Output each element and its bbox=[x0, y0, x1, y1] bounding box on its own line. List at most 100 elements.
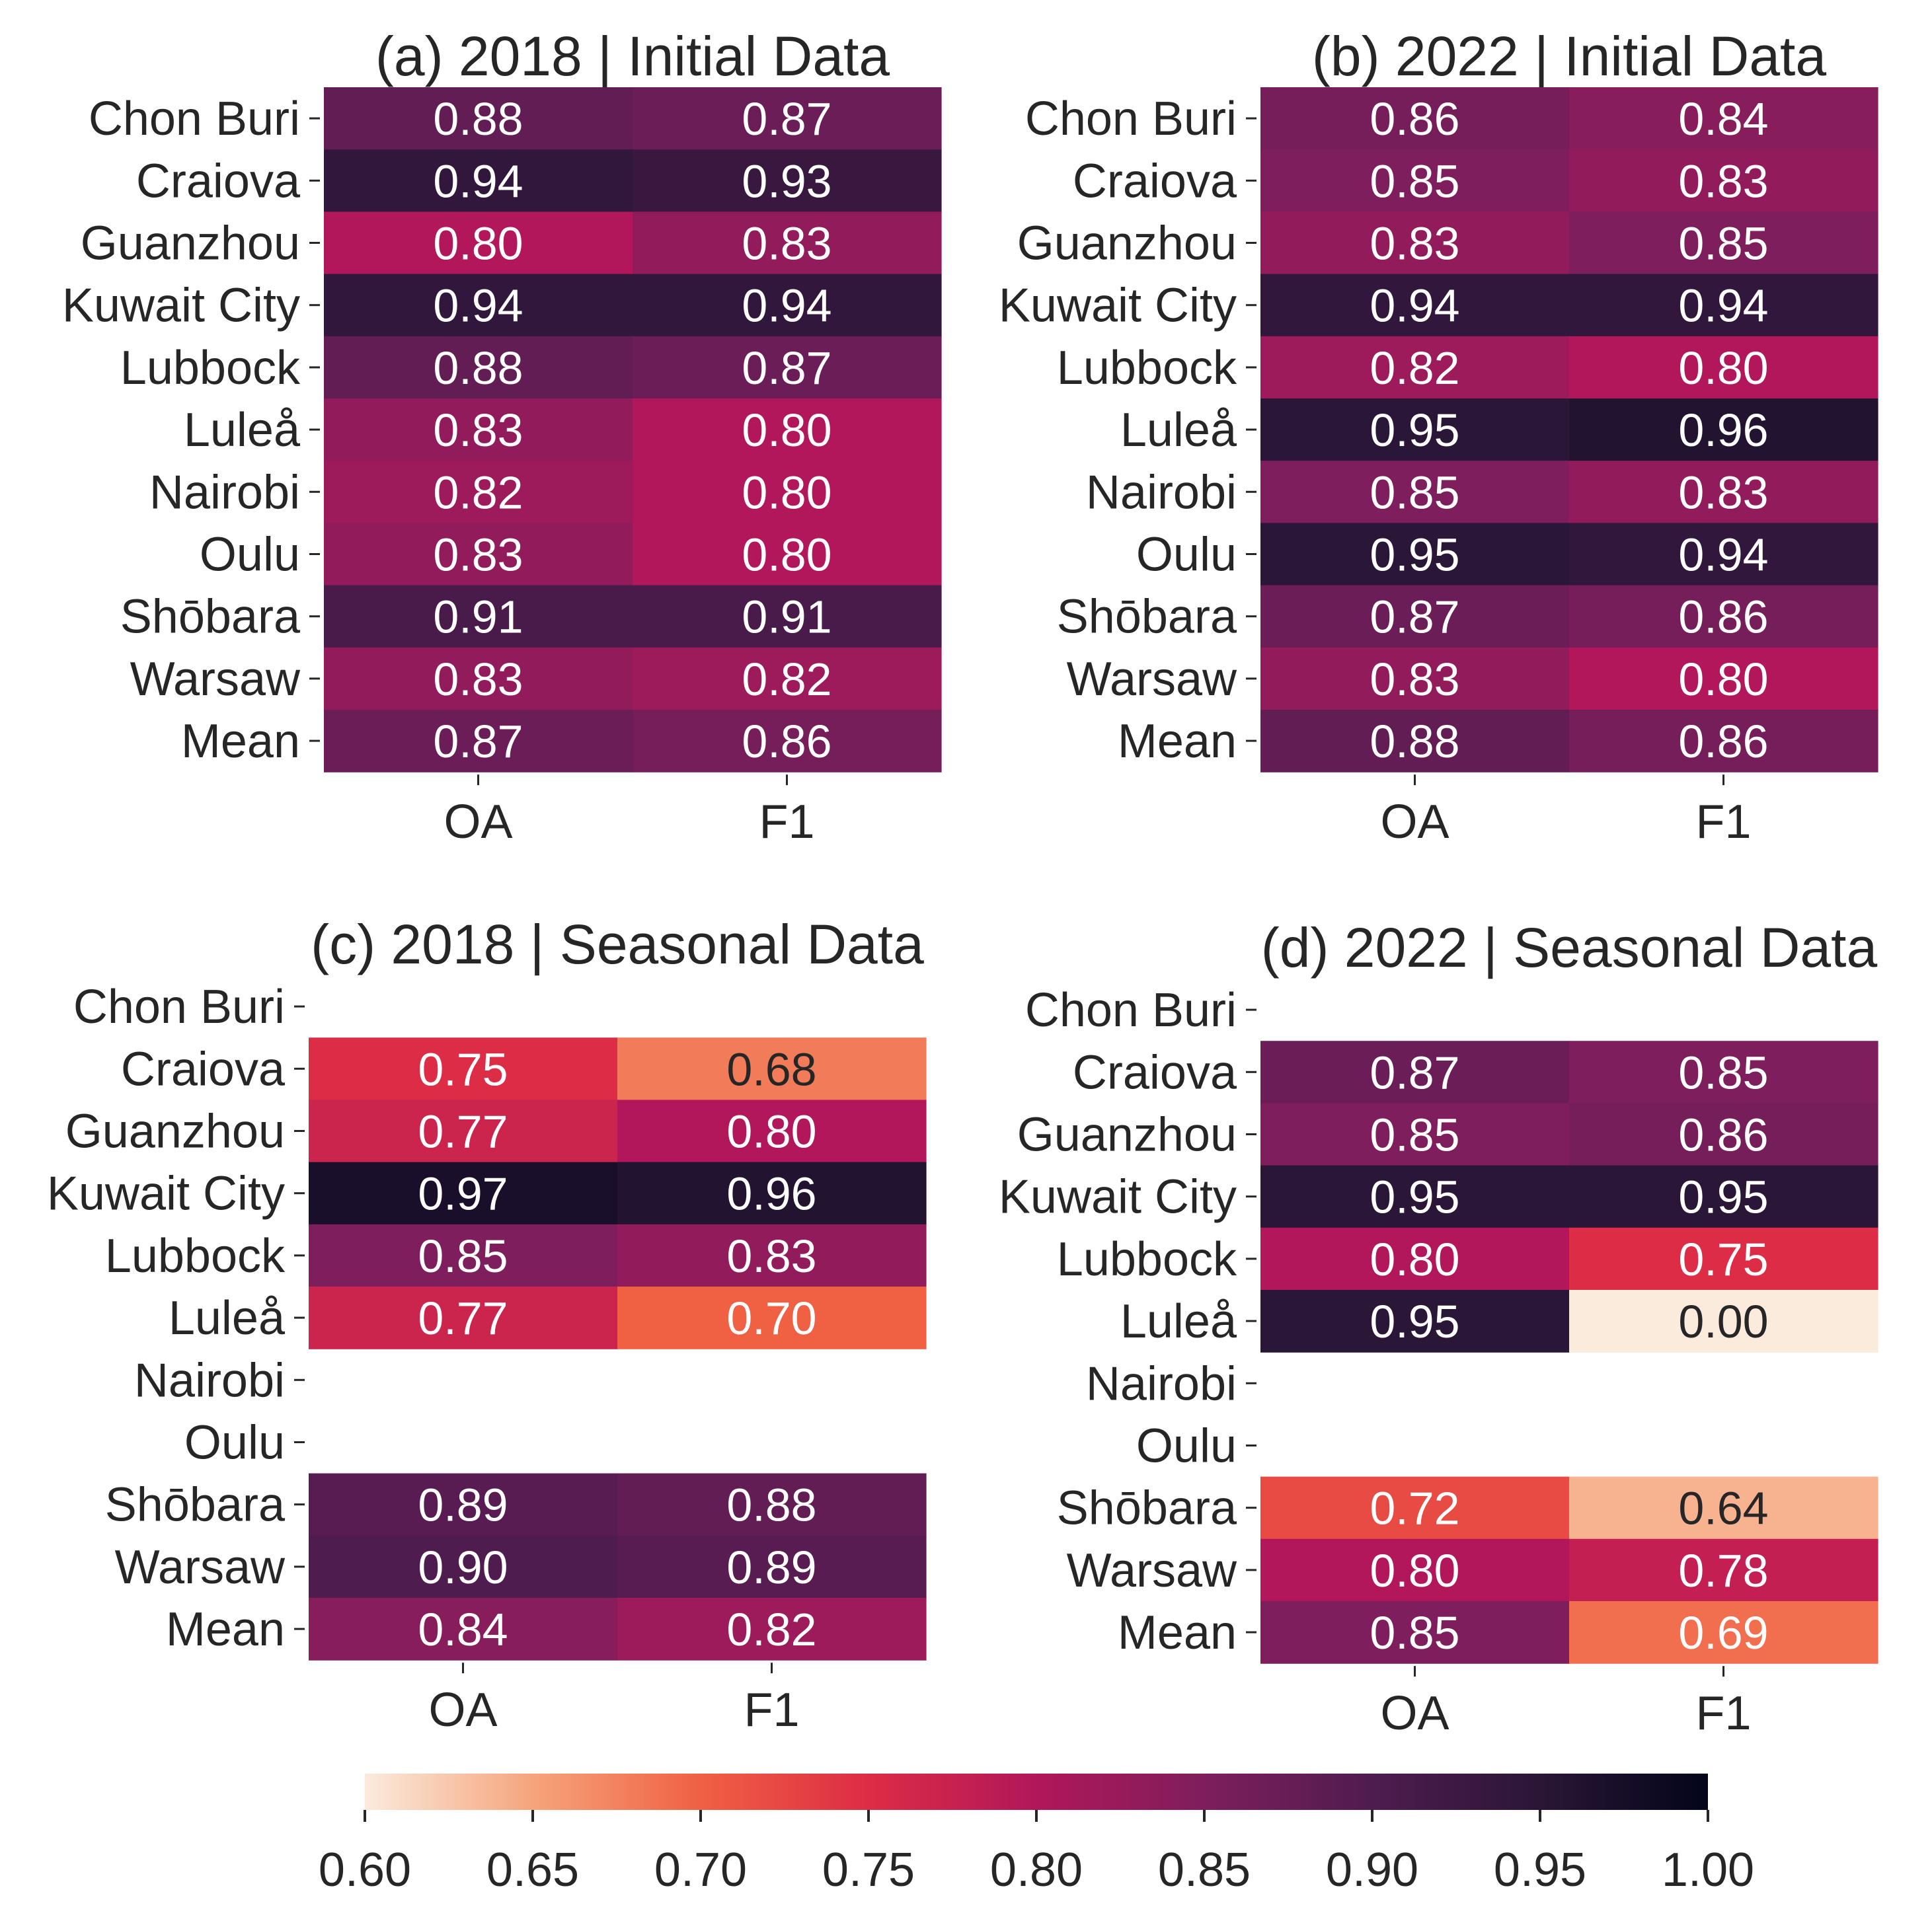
heatmap-cell bbox=[1569, 1290, 1878, 1353]
heatmap-cell bbox=[1569, 710, 1878, 772]
heatmap-panel-a: (a) 2018 | Initial Data Chon Buri 0.88 0.87… bbox=[62, 25, 942, 848]
row-label: Luleå bbox=[1120, 1295, 1237, 1348]
cell-value: 0.96 bbox=[726, 1168, 816, 1220]
heatmap-cell bbox=[1569, 1538, 1878, 1602]
heatmap-cell bbox=[1569, 1041, 1878, 1104]
row-label: Shōbara bbox=[1057, 1482, 1237, 1535]
panel-title: (c) 2018 | Seasonal Data bbox=[311, 913, 924, 975]
row-label: Luleå bbox=[1120, 404, 1237, 457]
heatmap-cell bbox=[1569, 461, 1878, 523]
row-label: Shōbara bbox=[1057, 591, 1237, 644]
row-label: Nairobi bbox=[1086, 466, 1237, 519]
heatmap-cell bbox=[309, 1598, 618, 1661]
heatmap-cell bbox=[617, 1535, 927, 1598]
heatmap-cell bbox=[633, 211, 942, 275]
row-label: Craiova bbox=[121, 1043, 286, 1096]
heatmap-cell bbox=[617, 1037, 927, 1100]
cell-value: 0.94 bbox=[1370, 280, 1459, 332]
colorbar-tick-label: 0.95 bbox=[1494, 1844, 1586, 1896]
cell-value: 0.80 bbox=[742, 404, 831, 456]
cell-value: 0.00 bbox=[1678, 1296, 1768, 1347]
row-label: Lubbock bbox=[1057, 1233, 1237, 1286]
cell-value: 0.75 bbox=[418, 1043, 508, 1095]
colorbar-tick-label: 0.90 bbox=[1326, 1844, 1418, 1896]
cell-value: 0.94 bbox=[1678, 280, 1768, 332]
cell-value: 0.85 bbox=[1370, 467, 1459, 518]
heatmap-cell bbox=[1569, 211, 1878, 275]
heatmap-cell bbox=[617, 1162, 927, 1225]
row-label: Luleå bbox=[169, 1292, 286, 1345]
heatmap-cell bbox=[1260, 336, 1570, 399]
cell-value: 0.83 bbox=[1370, 218, 1459, 270]
cell-value: 0.85 bbox=[1678, 218, 1768, 270]
cell-value: 0.83 bbox=[726, 1230, 816, 1282]
heatmap-cell bbox=[633, 461, 942, 523]
row-label: Guanzhou bbox=[1017, 217, 1237, 270]
colorbar-tick-label: 0.85 bbox=[1158, 1844, 1251, 1896]
heatmap-cell bbox=[1569, 398, 1878, 461]
row-label: Mean bbox=[1118, 715, 1237, 768]
cell-value: 0.86 bbox=[1678, 591, 1768, 643]
heatmap-cell bbox=[1260, 1601, 1570, 1664]
heatmap-cell bbox=[324, 398, 633, 461]
heatmap-cell bbox=[1569, 1165, 1878, 1228]
row-label: Craiova bbox=[1073, 1046, 1237, 1099]
heatmap-cell bbox=[309, 1473, 618, 1536]
heatmap-cell bbox=[1260, 1103, 1570, 1166]
heatmap-cell bbox=[1260, 647, 1570, 710]
row-label: Oulu bbox=[184, 1417, 285, 1470]
heatmap-cell bbox=[1569, 647, 1878, 710]
cell-value: 0.86 bbox=[1678, 1109, 1768, 1161]
row-label: Warsaw bbox=[1067, 653, 1237, 706]
heatmap-cell bbox=[633, 523, 942, 586]
heatmap-cell bbox=[324, 523, 633, 586]
heatmap-cell bbox=[1260, 1227, 1570, 1291]
heatmap-cell bbox=[633, 336, 942, 399]
cell-value: 0.83 bbox=[433, 654, 523, 705]
column-label: OA bbox=[1380, 796, 1449, 848]
heatmap-cell bbox=[1260, 398, 1570, 461]
column-label: OA bbox=[444, 796, 512, 848]
cell-value: 0.80 bbox=[1370, 1545, 1459, 1596]
cell-value: 0.82 bbox=[1370, 342, 1459, 394]
colorbar-gradient bbox=[365, 1774, 1708, 1810]
cell-value: 0.85 bbox=[1678, 1047, 1768, 1098]
cell-value: 0.83 bbox=[1370, 654, 1459, 705]
colorbar-tick-label: 0.70 bbox=[654, 1844, 747, 1896]
column-label: OA bbox=[428, 1684, 497, 1737]
cell-value: 0.84 bbox=[418, 1604, 508, 1655]
row-label: Chon Buri bbox=[73, 981, 285, 1033]
column-label: F1 bbox=[1695, 796, 1751, 848]
heatmap-cell bbox=[324, 461, 633, 523]
cell-value: 0.86 bbox=[1678, 716, 1768, 767]
panel-title: (b) 2022 | Initial Data bbox=[1312, 25, 1827, 87]
row-label: Chon Buri bbox=[1025, 93, 1237, 145]
heatmap-cell bbox=[633, 149, 942, 212]
cell-value: 0.69 bbox=[1678, 1607, 1768, 1659]
cell-value: 0.83 bbox=[742, 218, 831, 270]
cell-value: 0.95 bbox=[1370, 404, 1459, 456]
row-label: Craiova bbox=[1073, 155, 1237, 207]
heatmap-cell bbox=[1569, 585, 1878, 648]
cell-value: 0.86 bbox=[1370, 93, 1459, 145]
heatmap-cell bbox=[324, 87, 633, 150]
cell-value: 0.82 bbox=[742, 654, 831, 705]
row-label: Mean bbox=[181, 715, 300, 768]
heatmap-cell bbox=[1569, 149, 1878, 212]
cell-value: 0.94 bbox=[433, 155, 523, 207]
row-label: Kuwait City bbox=[47, 1168, 285, 1220]
cell-value: 0.90 bbox=[418, 1542, 508, 1593]
cell-value: 0.80 bbox=[1370, 1234, 1459, 1285]
row-label: Nairobi bbox=[149, 466, 300, 519]
cell-value: 0.80 bbox=[1678, 342, 1768, 394]
heatmap-cell bbox=[1569, 87, 1878, 150]
column-label: F1 bbox=[1695, 1687, 1751, 1740]
heatmap-cell bbox=[617, 1473, 927, 1536]
cell-value: 0.97 bbox=[418, 1168, 508, 1220]
colorbar-tick-label: 0.60 bbox=[319, 1844, 411, 1896]
heatmap-cell bbox=[633, 710, 942, 772]
cell-value: 0.88 bbox=[1370, 716, 1459, 767]
row-label: Kuwait City bbox=[62, 280, 300, 332]
heatmap-cell bbox=[1569, 1601, 1878, 1664]
